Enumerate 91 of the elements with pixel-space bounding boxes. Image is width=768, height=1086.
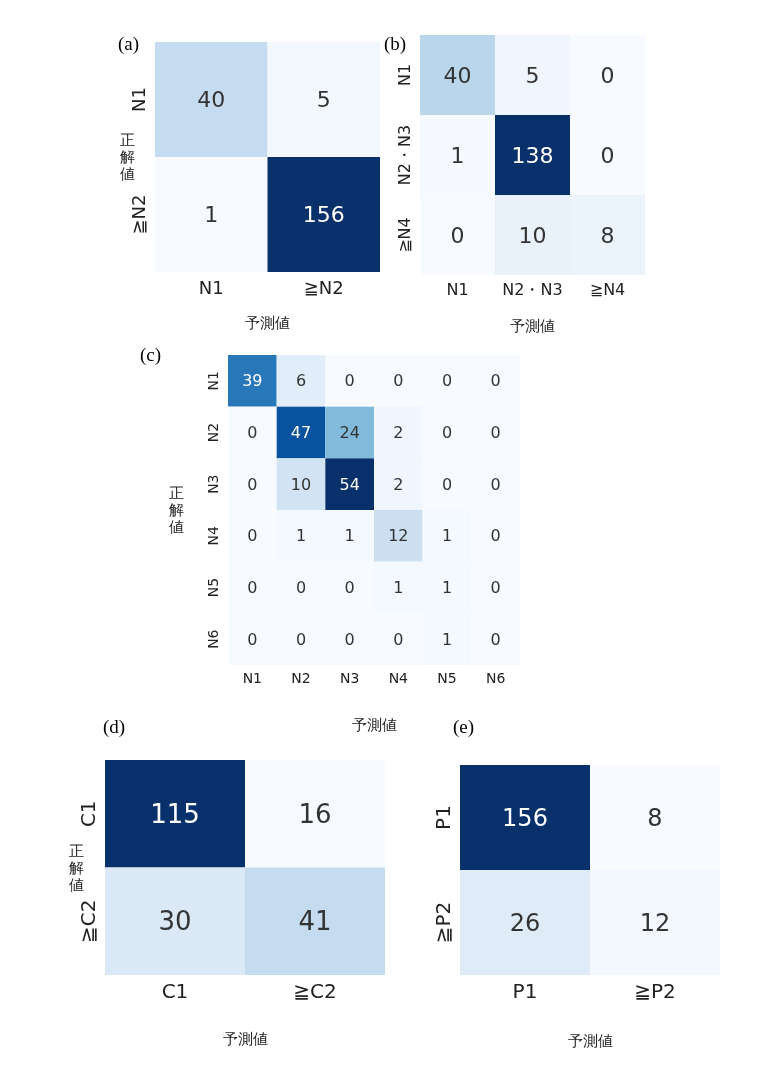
x-tick-label: C1 (161, 979, 189, 1004)
data-label: 0 (441, 371, 453, 391)
x-tick-label: ≧N4 (589, 280, 626, 299)
data-label: 2 (393, 474, 404, 494)
x-axis-title: 予測値 (222, 1030, 268, 1049)
data-label: 0 (344, 578, 355, 597)
data-label: 6 (295, 371, 307, 391)
data-label: 1 (295, 526, 307, 546)
data-label: 0 (600, 62, 615, 88)
data-label: 2 (393, 423, 404, 442)
data-label: 0 (600, 142, 615, 168)
data-label: 0 (490, 423, 501, 442)
data-label: 12 (639, 908, 671, 937)
data-label: 30 (158, 906, 192, 937)
x-tick-label: N3 (339, 670, 360, 687)
data-label: 0 (441, 423, 453, 442)
data-label: 0 (490, 526, 501, 546)
data-label: 0 (490, 578, 501, 597)
data-label: 39 (242, 371, 263, 391)
data-label: 156 (502, 803, 548, 832)
x-tick-label: N2 (291, 670, 311, 687)
data-label: 156 (302, 202, 345, 227)
y-tick-label: N6 (205, 629, 221, 649)
data-label: 1 (441, 629, 453, 649)
data-label: 41 (298, 906, 332, 937)
x-tick-label: N2・N3 (502, 280, 563, 299)
y-tick-label: N4 (205, 526, 221, 546)
data-label: 0 (441, 474, 453, 494)
data-label: 8 (600, 222, 615, 248)
data-label: 26 (509, 908, 541, 937)
y-tick-label: N2・N3 (395, 124, 414, 186)
data-label: 1 (393, 578, 404, 597)
chart-title: (e) (453, 716, 475, 738)
x-tick-label: N1 (446, 280, 469, 299)
data-label: 0 (247, 423, 258, 442)
data-label: 12 (388, 526, 409, 546)
x-tick-label: P1 (512, 979, 538, 1004)
y-axis-title: 正解値 (119, 131, 135, 183)
data-label: 47 (290, 423, 312, 442)
y-tick-label: N1 (395, 63, 414, 87)
x-tick-label: ≧P2 (634, 979, 676, 1004)
y-tick-label: N1 (205, 371, 221, 391)
data-label: 0 (295, 578, 307, 597)
chart-title: (c) (140, 344, 162, 366)
data-label: 1 (344, 526, 355, 546)
data-label: 0 (247, 629, 258, 649)
data-label: 0 (247, 474, 258, 494)
chart-title: (a) (118, 33, 140, 55)
data-label: 16 (298, 798, 332, 829)
y-tick-label: ≧N4 (395, 217, 414, 253)
data-label: 0 (247, 526, 258, 546)
x-axis-title: 予測値 (510, 317, 555, 336)
data-label: 10 (290, 474, 312, 494)
y-axis-title: 正解値 (168, 484, 184, 536)
data-label: 0 (450, 222, 465, 248)
data-label: 0 (393, 371, 404, 391)
data-label: 0 (295, 629, 307, 649)
data-label: 40 (443, 62, 472, 88)
x-tick-label: N6 (485, 670, 506, 687)
data-label: 40 (197, 87, 226, 112)
data-label: 10 (518, 222, 547, 248)
data-label: 1 (450, 142, 465, 168)
data-label: 0 (247, 578, 258, 597)
data-label: 1 (204, 202, 219, 227)
data-label: 1 (441, 526, 453, 546)
x-axis-title: 予測値 (567, 1032, 613, 1051)
data-label: 5 (525, 62, 540, 88)
data-label: 54 (339, 474, 360, 494)
data-label: 24 (339, 423, 360, 442)
y-tick-label: N3 (205, 474, 221, 494)
x-axis-title: 予測値 (245, 314, 290, 333)
data-label: 0 (490, 629, 501, 649)
data-label: 138 (511, 142, 554, 168)
data-label: 0 (490, 371, 501, 391)
data-label: 0 (490, 474, 501, 494)
x-axis-title: 予測値 (351, 716, 397, 735)
data-label: 0 (344, 371, 355, 391)
data-label: 115 (150, 798, 200, 829)
data-label: 0 (393, 629, 404, 649)
y-tick-label: N2 (205, 422, 221, 443)
data-label: 1 (441, 578, 453, 597)
y-axis-title: 正解値 (68, 841, 84, 894)
chart-title: (d) (103, 716, 126, 738)
data-label: 8 (647, 803, 663, 832)
data-label: 5 (316, 87, 331, 112)
data-label: 0 (344, 629, 355, 649)
chart-title: (b) (384, 33, 407, 55)
y-tick-label: N5 (205, 577, 221, 598)
x-tick-label: ≧C2 (293, 979, 337, 1004)
x-tick-label: N1 (242, 670, 263, 687)
x-tick-label: ≧N2 (303, 276, 344, 298)
